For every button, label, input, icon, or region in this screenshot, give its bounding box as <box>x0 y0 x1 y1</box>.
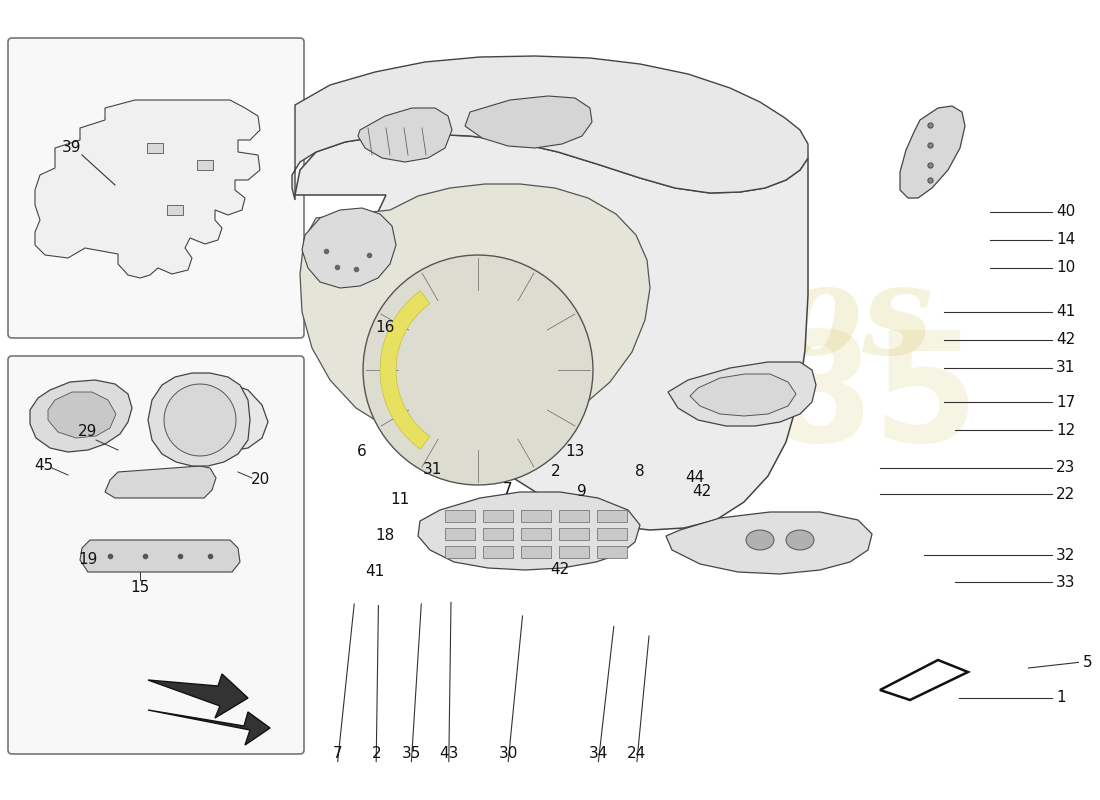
Text: 6: 6 <box>358 445 367 459</box>
Polygon shape <box>197 160 213 170</box>
Text: 7: 7 <box>503 482 513 498</box>
Text: 40: 40 <box>1056 205 1076 219</box>
Text: 42: 42 <box>1056 333 1076 347</box>
Text: 13: 13 <box>565 445 585 459</box>
Text: 42: 42 <box>692 485 712 499</box>
Polygon shape <box>167 205 183 215</box>
Polygon shape <box>446 510 475 522</box>
Polygon shape <box>483 528 513 540</box>
Text: 7: 7 <box>333 746 342 761</box>
Polygon shape <box>148 710 270 745</box>
Text: 41: 41 <box>1056 305 1076 319</box>
Polygon shape <box>147 143 163 153</box>
Text: 29: 29 <box>78 425 98 439</box>
Text: 24: 24 <box>627 746 647 761</box>
Text: 19: 19 <box>78 553 98 567</box>
Text: 41: 41 <box>365 565 385 579</box>
Text: 35: 35 <box>402 746 421 761</box>
Polygon shape <box>300 184 650 444</box>
Polygon shape <box>597 528 627 540</box>
Polygon shape <box>35 100 260 278</box>
Polygon shape <box>446 528 475 540</box>
Text: 20: 20 <box>251 473 270 487</box>
Polygon shape <box>358 108 452 162</box>
Polygon shape <box>418 492 640 570</box>
Polygon shape <box>80 540 240 572</box>
Text: eurobros: eurobros <box>307 259 933 381</box>
Polygon shape <box>559 510 588 522</box>
Text: 8: 8 <box>635 465 645 479</box>
Text: 1: 1 <box>1056 690 1066 705</box>
Text: 10: 10 <box>1056 261 1076 275</box>
Polygon shape <box>48 392 116 438</box>
Polygon shape <box>559 528 588 540</box>
Polygon shape <box>900 106 965 198</box>
Text: 42: 42 <box>550 562 570 578</box>
Text: 18: 18 <box>375 527 395 542</box>
Polygon shape <box>880 660 968 700</box>
Polygon shape <box>156 382 268 452</box>
Ellipse shape <box>786 530 814 550</box>
FancyBboxPatch shape <box>8 356 304 754</box>
Text: 31: 31 <box>1056 361 1076 375</box>
Polygon shape <box>483 546 513 558</box>
Polygon shape <box>597 546 627 558</box>
Ellipse shape <box>746 530 774 550</box>
Text: 5: 5 <box>1082 655 1092 670</box>
Text: 39: 39 <box>63 141 81 155</box>
Text: 2: 2 <box>551 465 561 479</box>
Text: 985: 985 <box>661 326 979 474</box>
Text: 14: 14 <box>1056 233 1076 247</box>
Polygon shape <box>559 546 588 558</box>
Polygon shape <box>597 510 627 522</box>
Polygon shape <box>521 546 551 558</box>
Text: 11: 11 <box>390 493 409 507</box>
Polygon shape <box>483 510 513 522</box>
Polygon shape <box>521 510 551 522</box>
Text: 33: 33 <box>1056 575 1076 590</box>
FancyBboxPatch shape <box>8 38 304 338</box>
Polygon shape <box>381 290 430 450</box>
Polygon shape <box>363 255 593 485</box>
Polygon shape <box>690 374 796 416</box>
Text: a passion for perfection: a passion for perfection <box>407 405 773 435</box>
Text: 12: 12 <box>1056 423 1076 438</box>
Polygon shape <box>302 208 396 288</box>
Text: 30: 30 <box>498 746 518 761</box>
Text: 31: 31 <box>422 462 442 478</box>
Text: 34: 34 <box>588 746 608 761</box>
Text: 44: 44 <box>685 470 705 486</box>
Polygon shape <box>148 373 250 466</box>
Polygon shape <box>148 674 248 718</box>
Text: 15: 15 <box>131 581 150 595</box>
Polygon shape <box>666 512 872 574</box>
Text: 23: 23 <box>1056 461 1076 475</box>
Polygon shape <box>668 362 816 426</box>
Text: 16: 16 <box>375 321 395 335</box>
Polygon shape <box>292 56 808 200</box>
Text: 32: 32 <box>1056 548 1076 562</box>
Polygon shape <box>295 134 808 530</box>
Polygon shape <box>104 466 216 498</box>
Polygon shape <box>465 96 592 148</box>
Polygon shape <box>30 380 132 452</box>
Polygon shape <box>164 384 236 456</box>
Text: 45: 45 <box>34 458 54 474</box>
Polygon shape <box>521 528 551 540</box>
Text: 2: 2 <box>372 746 381 761</box>
Text: 9: 9 <box>578 485 587 499</box>
Text: 17: 17 <box>1056 395 1076 410</box>
Text: 43: 43 <box>439 746 459 761</box>
Text: 22: 22 <box>1056 487 1076 502</box>
Polygon shape <box>446 546 475 558</box>
